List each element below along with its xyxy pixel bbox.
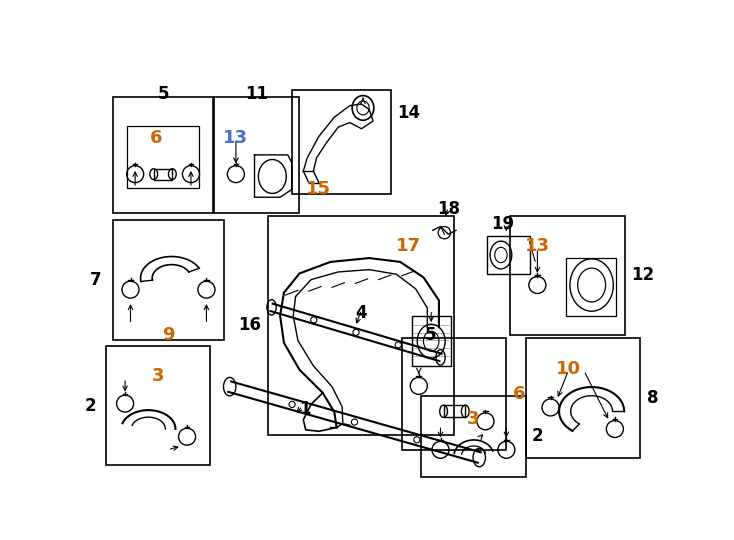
Bar (526, 338, 641, 457)
Bar (412, 316, 451, 366)
Text: 8: 8 (647, 389, 658, 407)
Text: 6: 6 (150, 130, 162, 147)
Text: 5: 5 (425, 326, 437, 344)
Bar (421, 396, 526, 477)
Bar (401, 338, 506, 450)
Bar (114, 220, 225, 340)
Text: 1: 1 (299, 400, 310, 418)
Text: 5: 5 (157, 85, 169, 103)
Bar (566, 258, 617, 316)
Text: 6: 6 (512, 385, 525, 403)
Bar (153, 168, 172, 179)
Text: 14: 14 (397, 104, 421, 122)
Bar (510, 215, 625, 335)
Bar (269, 215, 454, 435)
Text: 9: 9 (163, 326, 175, 344)
Bar (487, 236, 530, 274)
Text: 15: 15 (305, 180, 330, 198)
Bar (214, 97, 299, 213)
Text: 12: 12 (631, 266, 654, 285)
Text: 3: 3 (152, 367, 164, 386)
Text: 4: 4 (356, 303, 367, 321)
Text: 10: 10 (556, 360, 581, 377)
Text: 3: 3 (467, 410, 480, 428)
Bar (128, 126, 199, 188)
Bar (291, 90, 391, 194)
Text: 19: 19 (491, 215, 514, 233)
Text: 11: 11 (245, 85, 269, 103)
Text: 17: 17 (396, 237, 421, 255)
Text: 7: 7 (90, 271, 102, 289)
Bar (114, 97, 213, 213)
Text: 13: 13 (525, 237, 550, 255)
Bar (443, 405, 465, 417)
Text: 16: 16 (238, 316, 261, 334)
Text: 2: 2 (532, 427, 544, 446)
Text: 18: 18 (437, 200, 459, 218)
Text: 13: 13 (223, 130, 248, 147)
Text: 2: 2 (84, 396, 96, 415)
Bar (106, 346, 211, 465)
